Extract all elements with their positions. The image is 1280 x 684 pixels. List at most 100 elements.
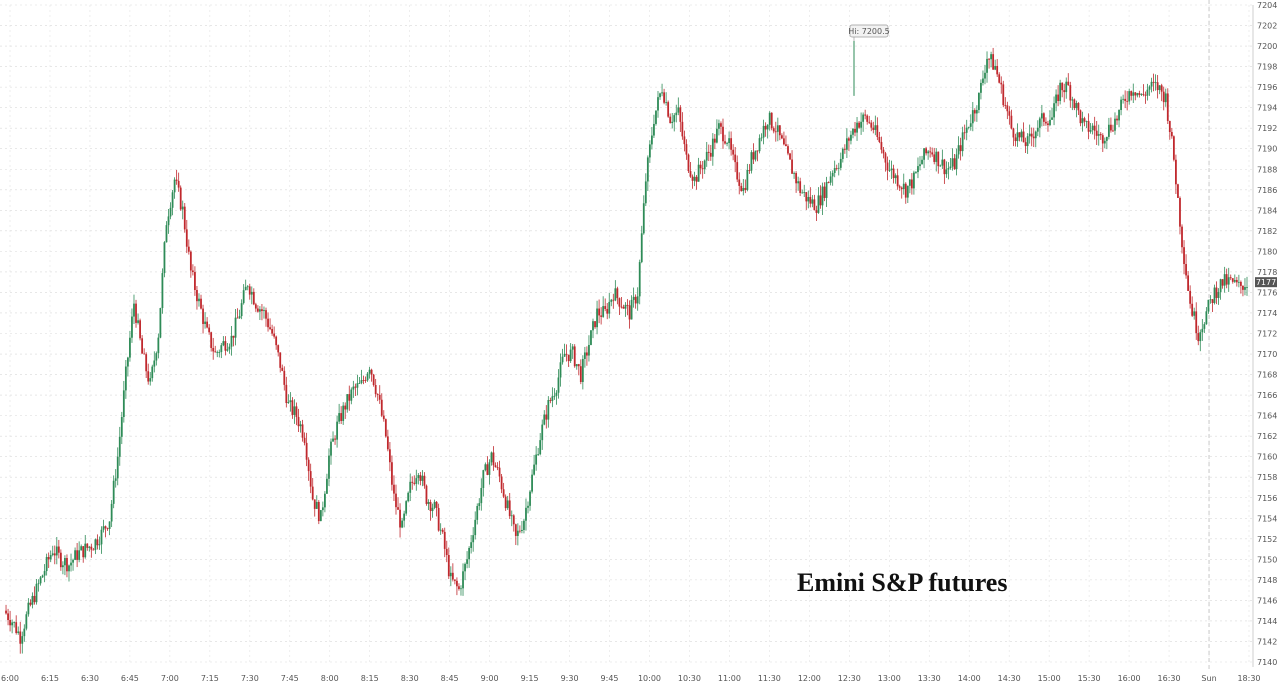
x-tick-label: 11:00 (718, 674, 741, 683)
candle (269, 318, 271, 331)
candle (945, 161, 948, 178)
candle (51, 545, 54, 557)
candle (894, 173, 897, 184)
candle (139, 318, 141, 341)
candle (1138, 90, 1141, 98)
candle (1225, 268, 1228, 289)
candle (451, 563, 454, 582)
candle (256, 305, 259, 313)
candle (732, 144, 735, 161)
candle (1235, 276, 1238, 287)
candle (346, 394, 349, 413)
candle (561, 348, 564, 365)
candle (472, 527, 475, 552)
candle (685, 139, 688, 160)
x-tick-label: 16:30 (1158, 674, 1181, 683)
y-tick-label: 7170 (1257, 350, 1277, 359)
candle (815, 205, 818, 222)
candle (1136, 92, 1139, 98)
candle (624, 302, 627, 317)
candle (124, 359, 127, 399)
candle (850, 130, 852, 145)
candle (116, 447, 119, 486)
candle (516, 523, 519, 546)
candle (620, 296, 623, 309)
candle (464, 562, 466, 581)
candle (141, 335, 144, 354)
candle (843, 144, 846, 154)
candle (72, 558, 74, 571)
candle (809, 187, 812, 208)
candle (468, 546, 471, 568)
candle (163, 241, 166, 278)
candle (386, 429, 389, 452)
candle (1079, 109, 1082, 127)
x-tick-label: 9:00 (481, 674, 499, 683)
candle (978, 92, 980, 114)
candle (1162, 86, 1165, 111)
candle (391, 455, 393, 491)
candle (1040, 104, 1043, 127)
candle (364, 376, 367, 383)
candle (1237, 274, 1240, 288)
x-tick-label: 7:00 (161, 674, 179, 683)
candle (153, 351, 156, 373)
candle (543, 410, 546, 426)
candle (549, 397, 552, 404)
candle (435, 501, 438, 517)
candle (705, 141, 708, 167)
x-tick-label: 9:45 (601, 674, 619, 683)
candle (187, 239, 190, 255)
candle (498, 460, 501, 483)
candle (33, 586, 36, 605)
candle (114, 469, 117, 488)
candle (445, 540, 448, 563)
candle (70, 553, 72, 572)
candle (149, 371, 152, 386)
candle (803, 184, 806, 198)
candle (628, 300, 631, 329)
candle (289, 392, 292, 412)
candle (967, 126, 970, 130)
candle (821, 182, 824, 215)
y-tick-label: 7174 (1257, 309, 1277, 318)
candle (393, 475, 395, 502)
candle (423, 472, 426, 489)
candle (1089, 123, 1092, 134)
candle (1187, 271, 1189, 291)
candle (441, 528, 444, 534)
candle (823, 182, 826, 202)
candle (13, 621, 16, 628)
candle (84, 534, 87, 559)
candle (340, 406, 343, 424)
candle (429, 499, 432, 521)
x-tick-label: 6:30 (81, 674, 99, 683)
x-tick-label: 14:00 (958, 674, 981, 683)
candle (858, 121, 860, 129)
candle (285, 376, 288, 408)
candle (571, 344, 574, 359)
candle (835, 164, 838, 171)
candle (1114, 112, 1116, 135)
candle (740, 182, 743, 192)
candle (173, 177, 176, 199)
candle (915, 170, 917, 174)
candle (283, 366, 286, 391)
candle (352, 380, 355, 398)
candle (1016, 123, 1019, 147)
candle (214, 345, 217, 353)
candle (988, 58, 990, 69)
candle (586, 346, 588, 366)
candle (783, 131, 785, 146)
candle (837, 162, 840, 176)
candle (594, 321, 596, 329)
y-tick-label: 7166 (1257, 391, 1277, 400)
candle (230, 325, 233, 356)
candle (750, 150, 753, 174)
candle (998, 72, 1001, 84)
candle (1215, 281, 1218, 305)
y-tick-label: 7178 (1257, 268, 1277, 277)
candle (1047, 120, 1049, 132)
